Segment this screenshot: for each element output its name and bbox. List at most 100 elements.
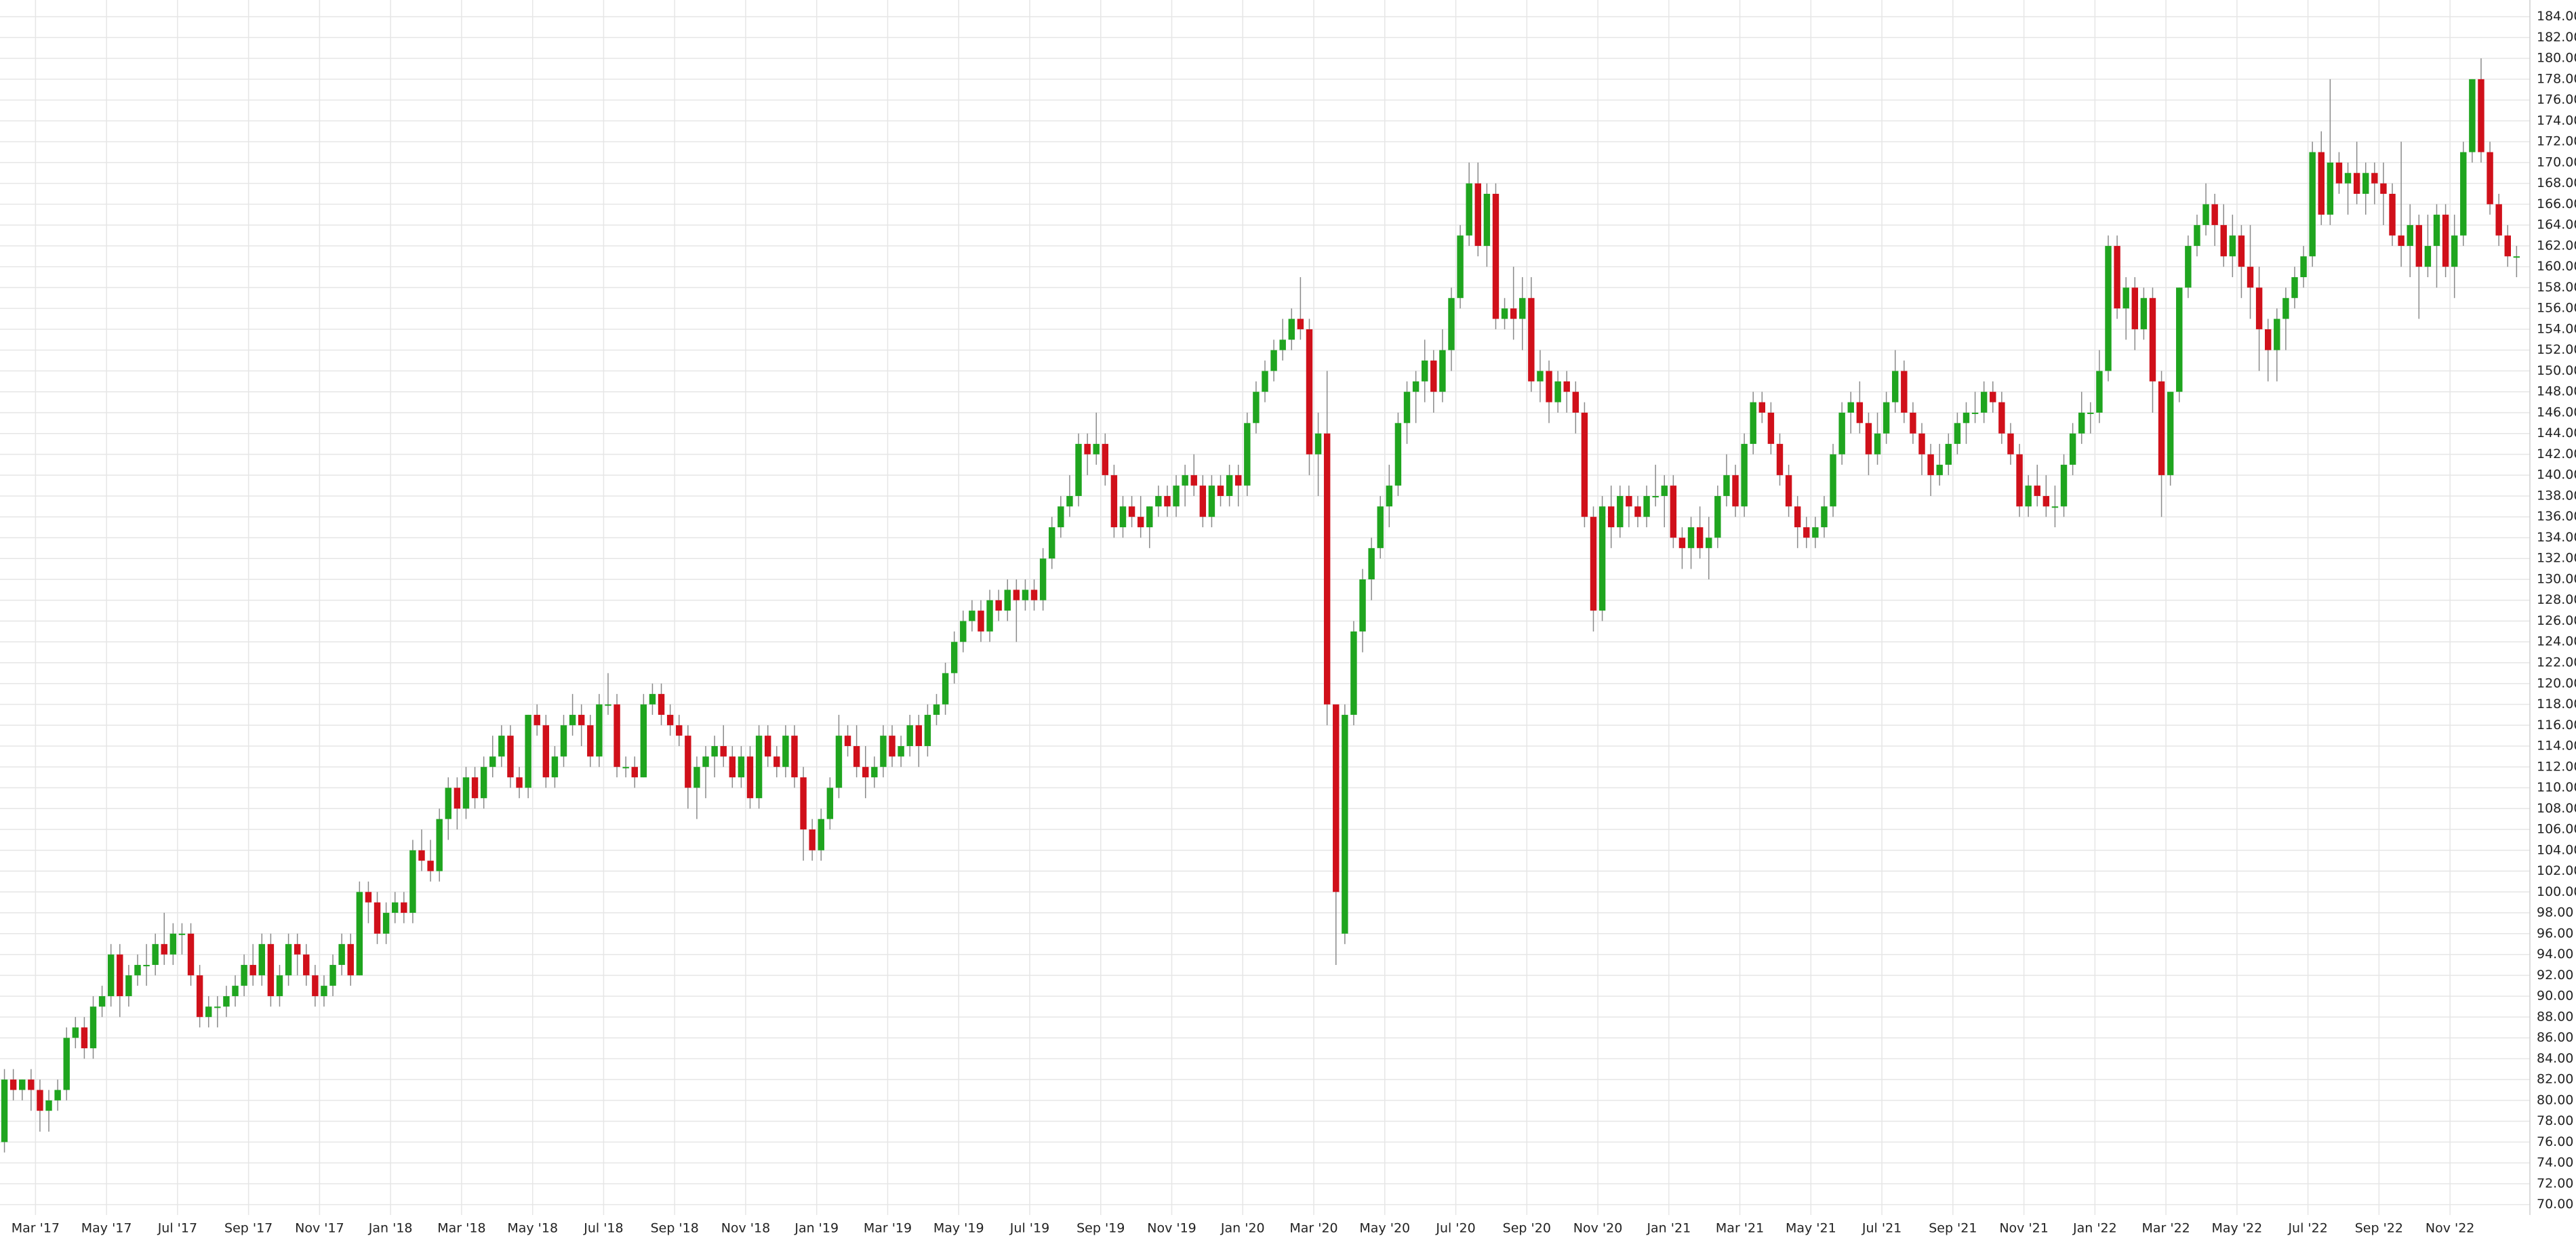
y-tick-label: 166.00 (2537, 197, 2576, 211)
candle-body (1874, 433, 1881, 455)
candle-body (1137, 516, 1144, 528)
y-tick-label: 88.00 (2537, 1009, 2573, 1024)
candle-body (2478, 79, 2484, 152)
candle-body (889, 735, 895, 757)
candle-body (507, 735, 514, 778)
candle-body (1714, 495, 1721, 538)
candle-body (2327, 162, 2334, 215)
candle-body (2122, 287, 2129, 309)
x-tick-label: May '22 (2212, 1221, 2263, 1236)
x-tick-label: Mar '17 (12, 1221, 60, 1236)
candle-body (1678, 537, 1686, 548)
candle-body (2229, 235, 2236, 257)
candle-body (2078, 412, 2085, 434)
candle-body (1971, 412, 1979, 414)
candle-body (1945, 444, 1952, 465)
candle-body (418, 850, 425, 861)
candle-body (19, 1079, 26, 1090)
candle-body (117, 954, 123, 997)
candle-body (809, 829, 816, 850)
candle-body (427, 861, 434, 871)
x-tick-label: Sep '19 (1076, 1221, 1125, 1236)
x-tick-label: Jan '21 (1646, 1221, 1691, 1236)
candle-body (960, 621, 967, 642)
x-tick-label: Nov '22 (2426, 1221, 2475, 1236)
candle-body (1342, 714, 1348, 934)
candle-body (436, 819, 443, 871)
candle-body (1847, 402, 1854, 413)
candle-body (241, 964, 247, 986)
y-tick-label: 126.00 (2537, 613, 2576, 628)
x-tick-label: Jul '18 (583, 1221, 623, 1236)
y-tick-label: 100.00 (2537, 884, 2576, 899)
x-tick-label: Nov '17 (295, 1221, 344, 1236)
candle-body (28, 1079, 35, 1090)
candle-body (1998, 402, 2005, 434)
candle-body (1563, 381, 1570, 392)
candle-body (1262, 371, 1268, 392)
candle-body (1581, 412, 1588, 517)
y-tick-label: 160.00 (2537, 259, 2576, 274)
candle-body (294, 944, 301, 955)
y-tick-label: 92.00 (2537, 968, 2573, 983)
candle-body (631, 766, 638, 778)
candle-body (303, 954, 310, 976)
candle-body (1448, 297, 1455, 350)
candle-body (1004, 590, 1011, 611)
candle-body (1483, 194, 1491, 246)
x-tick-label: Jan '18 (368, 1221, 413, 1236)
candle-body (640, 704, 647, 778)
candle-body (1572, 392, 1579, 413)
candles (1, 58, 2520, 1153)
candle-body (862, 766, 869, 778)
candle-body (569, 714, 576, 726)
candle-body (898, 746, 904, 757)
candle-body (161, 944, 167, 955)
candle-body (2131, 287, 2138, 329)
candle-body (1119, 506, 1127, 528)
y-tick-label: 70.00 (2537, 1197, 2573, 1212)
candle-body (800, 777, 807, 830)
candle-body (1607, 506, 1615, 528)
candle-body (1785, 475, 1792, 507)
candle-body (1199, 485, 1207, 517)
candle-body (1918, 433, 1925, 455)
x-tick-label: Mar '21 (1716, 1221, 1764, 1236)
candle-body (356, 892, 363, 976)
candle-body (613, 704, 620, 767)
candle-body (2407, 225, 2413, 246)
candle-body (1421, 360, 1428, 382)
candle-body (54, 1090, 61, 1100)
candle-body (392, 902, 399, 913)
candle-body (560, 725, 567, 757)
y-tick-label: 172.00 (2537, 134, 2576, 149)
candle-body (81, 1027, 88, 1048)
candle-body (2442, 214, 2449, 267)
candle-body (782, 735, 789, 767)
candle-body (1226, 475, 1233, 496)
candle-body (1146, 506, 1153, 528)
candle-body (2238, 235, 2245, 267)
candle-body (1554, 381, 1561, 403)
x-tick-label: Nov '20 (1573, 1221, 1623, 1236)
candle-body (2140, 297, 2148, 329)
candle-body (2504, 235, 2511, 257)
candle-body (312, 975, 319, 997)
candle-body (1954, 423, 1961, 445)
candle-body (1528, 297, 1535, 382)
candle-body (1643, 495, 1650, 517)
candle-body (2424, 245, 2432, 267)
x-tick-label: May '21 (1786, 1221, 1836, 1236)
candle-body (720, 746, 727, 757)
candle-body (871, 766, 878, 778)
candle-body (2247, 266, 2254, 288)
candle-body (2460, 152, 2467, 236)
y-tick-label: 82.00 (2537, 1072, 2573, 1087)
candle-body (596, 704, 603, 757)
x-tick-label: May '17 (81, 1221, 132, 1236)
candle-body (1314, 433, 1322, 455)
candle-body (338, 944, 345, 965)
candle-body (489, 756, 496, 767)
candle-body (1670, 485, 1677, 538)
